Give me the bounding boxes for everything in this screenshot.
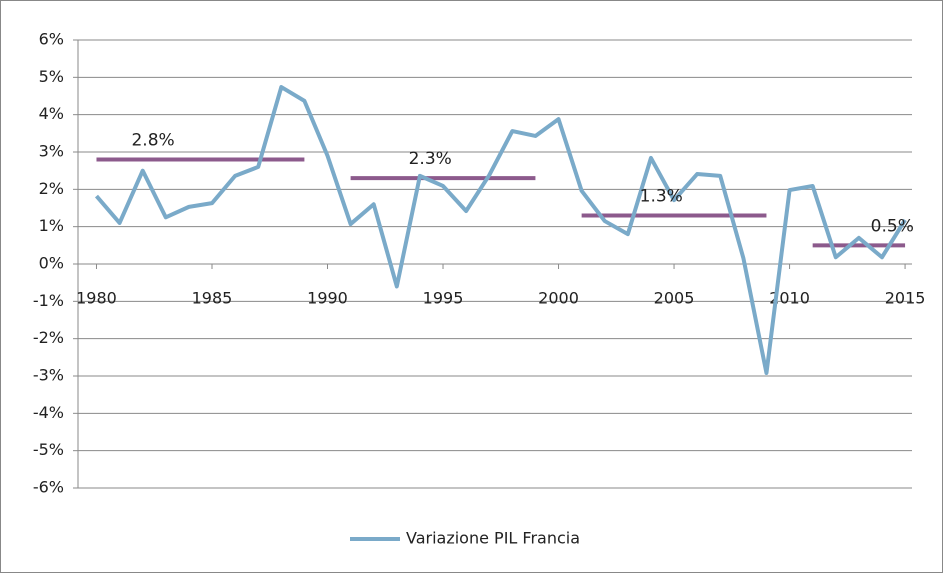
x-tick-label: 2015 [885,289,926,308]
x-tick-label: 1995 [423,289,464,308]
x-tick-label: 1990 [307,289,348,308]
y-tick-label: 6% [39,30,64,49]
average-label: 0.5% [871,216,914,236]
y-tick-label: 5% [39,67,64,86]
y-tick-label: -2% [33,328,64,347]
x-tick-label: 2005 [654,289,695,308]
average-label: 1.3% [640,186,683,206]
y-tick-label: -6% [33,478,64,497]
data-line [94,85,907,376]
legend-label: Variazione PIL Francia [406,529,580,548]
y-tick-label: 1% [39,216,64,235]
y-tick-label: -3% [33,366,64,385]
x-tick-label: 1980 [76,289,117,308]
x-tick-label: 1985 [192,289,233,308]
x-tick-label: 2000 [538,289,579,308]
y-tick-label: -1% [33,291,64,310]
average-label: 2.3% [409,149,452,169]
y-tick-label: -4% [33,403,64,422]
x-tick-label: 2010 [769,289,810,308]
average-label: 2.8% [131,130,174,150]
y-tick-label: 4% [39,104,64,123]
y-tick-label: 2% [39,179,64,198]
y-tick-label: -5% [33,440,64,459]
y-tick-label: 3% [39,142,64,161]
y-tick-label: 0% [39,254,64,273]
